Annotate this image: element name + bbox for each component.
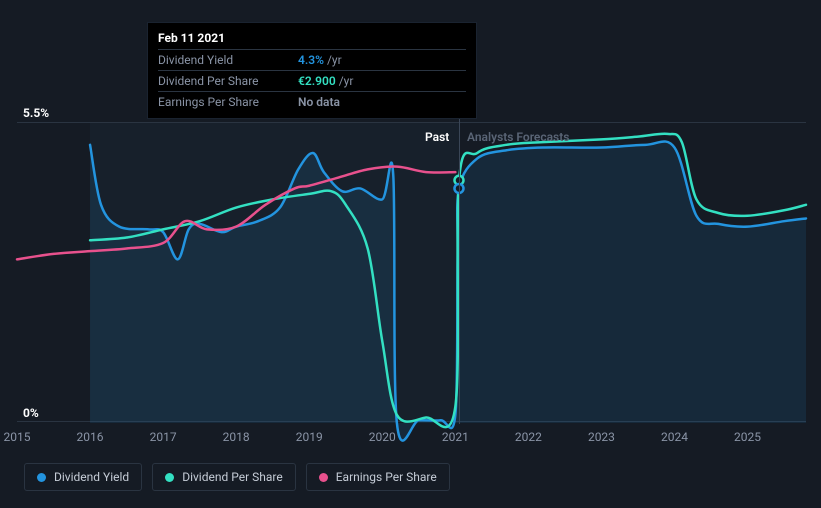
x-tick-label: 2019 [296,430,323,444]
tooltip-row: Dividend Per Share€2.900/yr [158,70,466,91]
legend-item[interactable]: Dividend Yield [24,463,142,491]
x-tick-label: 2022 [515,430,542,444]
x-tick-label: 2021 [442,430,469,444]
x-axis: 2015201620172018201920202021202220232024… [17,430,806,450]
x-tick-label: 2018 [223,430,250,444]
tooltip-row: Dividend Yield4.3%/yr [158,49,466,70]
legend-dot-icon [37,473,46,482]
tooltip-row-suffix: /yr [327,53,342,67]
tooltip-row-suffix: /yr [339,74,354,88]
chart-legend: Dividend Yield Dividend Per Share Earnings… [24,463,450,491]
legend-label: Dividend Yield [54,470,129,484]
y-axis-bottom-label: 0% [23,406,39,420]
forecast-label: Analysts Forecasts [467,130,569,144]
tooltip-row-value: 4.3% [298,53,324,67]
legend-item[interactable]: Earnings Per Share [306,463,450,491]
x-tick-label: 2017 [150,430,177,444]
dividend_yield-area [90,141,806,440]
legend-label: Dividend Per Share [182,470,283,484]
y-axis-top-label: 5.5% [23,106,49,120]
legend-dot-icon [165,473,174,482]
chart-tooltip: Feb 11 2021 Dividend Yield4.3%/yrDividen… [147,22,477,119]
legend-item[interactable]: Dividend Per Share [152,463,296,491]
tooltip-row-label: Dividend Per Share [158,74,298,88]
legend-dot-icon [319,473,328,482]
x-tick-label: 2024 [661,430,688,444]
tooltip-row-value: €2.900 [298,74,336,88]
legend-label: Earnings Per Share [336,470,437,484]
chart-svg [17,123,806,421]
past-label: Past [425,130,449,144]
x-tick-label: 2020 [369,430,396,444]
x-tick-label: 2025 [734,430,761,444]
plot-area[interactable] [17,122,806,422]
tooltip-row-label: Dividend Yield [158,53,298,67]
tooltip-row-label: Earnings Per Share [158,95,298,109]
x-tick-label: 2016 [77,430,104,444]
x-tick-label: 2023 [588,430,615,444]
tooltip-title: Feb 11 2021 [158,31,466,49]
tooltip-row: Earnings Per ShareNo data [158,91,466,112]
chart-container: 5.5% 0% Past Analysts Forecasts Feb 11 2… [17,0,806,450]
crosshair-line [459,98,460,424]
tooltip-row-value: No data [298,95,340,109]
x-tick-label: 2015 [4,430,31,444]
